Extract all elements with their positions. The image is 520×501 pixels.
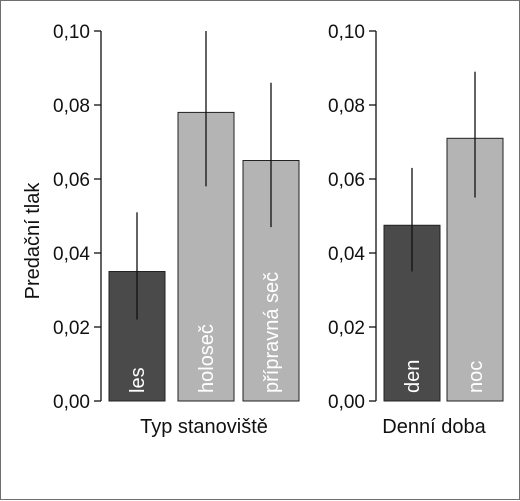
y-tick-label-1-2: 0,04 [328,244,365,265]
y-tick-label-0-4: 0,08 [53,96,90,117]
bar-label-0-1: holoseč [196,324,218,393]
y-tick-label-1-5: 0,10 [328,22,365,43]
y-tick-label-1-3: 0,06 [328,170,365,191]
bar-label-0-0: les [127,367,149,393]
y-tick-label-0-2: 0,04 [53,244,90,265]
y-tick-label-1-1: 0,02 [328,318,365,339]
bar-label-1-0: den [402,360,424,393]
y-tick-label-0-3: 0,06 [53,170,90,191]
bar-label-0-2: přípravná seč [261,272,283,393]
y-tick-label-1-0: 0,00 [328,392,365,413]
y-tick-label-0-1: 0,02 [53,318,90,339]
x-axis-title-habitat: Typ stanoviště [140,416,268,438]
y-tick-label-0-5: 0,10 [53,22,90,43]
y-tick-label-1-4: 0,08 [328,96,365,117]
x-axis-title-daytime: Denní doba [382,416,486,438]
y-tick-label-0-0: 0,00 [53,392,90,413]
bar-label-1-1: noc [465,361,487,393]
y-axis-title: Predační tlak [22,182,44,300]
